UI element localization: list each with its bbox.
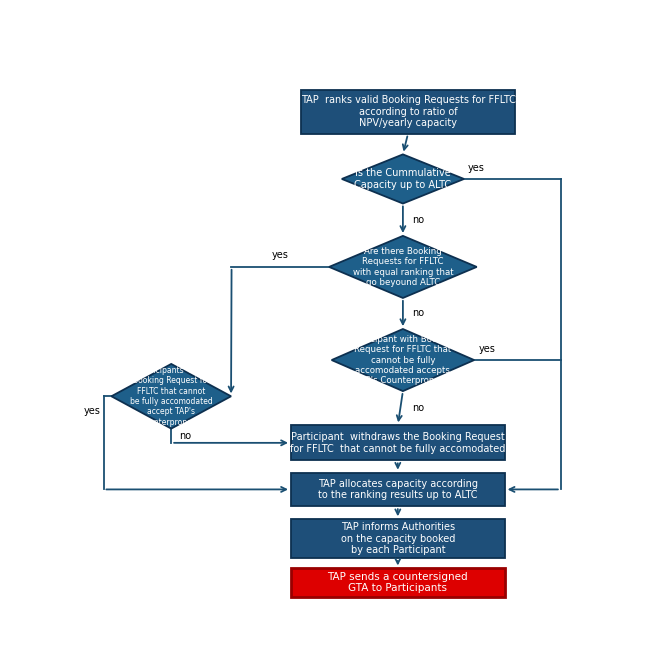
- Text: yes: yes: [271, 250, 288, 260]
- Text: no: no: [412, 214, 424, 224]
- FancyBboxPatch shape: [291, 472, 505, 506]
- Text: Participant with Booking
Request for FFLTC that
cannot be fully
accomodated acce: Participant with Booking Request for FFL…: [351, 335, 455, 385]
- Text: TAP sends a countersigned
GTA to Participants: TAP sends a countersigned GTA to Partici…: [327, 572, 468, 593]
- Text: Are there Booking
Requests for FFLTC
with equal ranking that
go beyound ALTC: Are there Booking Requests for FFLTC wit…: [353, 247, 453, 287]
- FancyBboxPatch shape: [291, 425, 505, 460]
- Text: Is the Cummulative
Capacity up to ALTC: Is the Cummulative Capacity up to ALTC: [354, 168, 451, 190]
- Text: TAP informs Authorities
on the capacity booked
by each Participant: TAP informs Authorities on the capacity …: [340, 522, 455, 555]
- Polygon shape: [112, 364, 231, 429]
- Text: TAP  ranks valid Booking Requests for FFLTC
according to ratio of
NPV/yearly cap: TAP ranks valid Booking Requests for FFL…: [300, 95, 516, 128]
- Text: no: no: [412, 308, 424, 319]
- FancyBboxPatch shape: [291, 569, 505, 597]
- Text: Participant  withdraws the Booking Request
for FFLTC  that cannot be fully accom: Participant withdraws the Booking Reques…: [290, 432, 505, 454]
- Text: no: no: [179, 431, 191, 441]
- Text: no: no: [412, 403, 424, 413]
- Text: yes: yes: [468, 163, 485, 173]
- Polygon shape: [329, 236, 477, 298]
- Text: TAP allocates capacity according
to the ranking results up to ALTC: TAP allocates capacity according to the …: [318, 478, 478, 500]
- FancyBboxPatch shape: [301, 89, 515, 134]
- Text: yes: yes: [478, 344, 495, 354]
- FancyBboxPatch shape: [291, 519, 505, 558]
- Polygon shape: [332, 329, 474, 391]
- Text: yes: yes: [84, 406, 101, 415]
- Text: Participants  with
Booking Request for
FFLTC that cannot
be fully accomodated
ac: Participants with Booking Request for FF…: [130, 366, 213, 427]
- Polygon shape: [342, 155, 464, 204]
